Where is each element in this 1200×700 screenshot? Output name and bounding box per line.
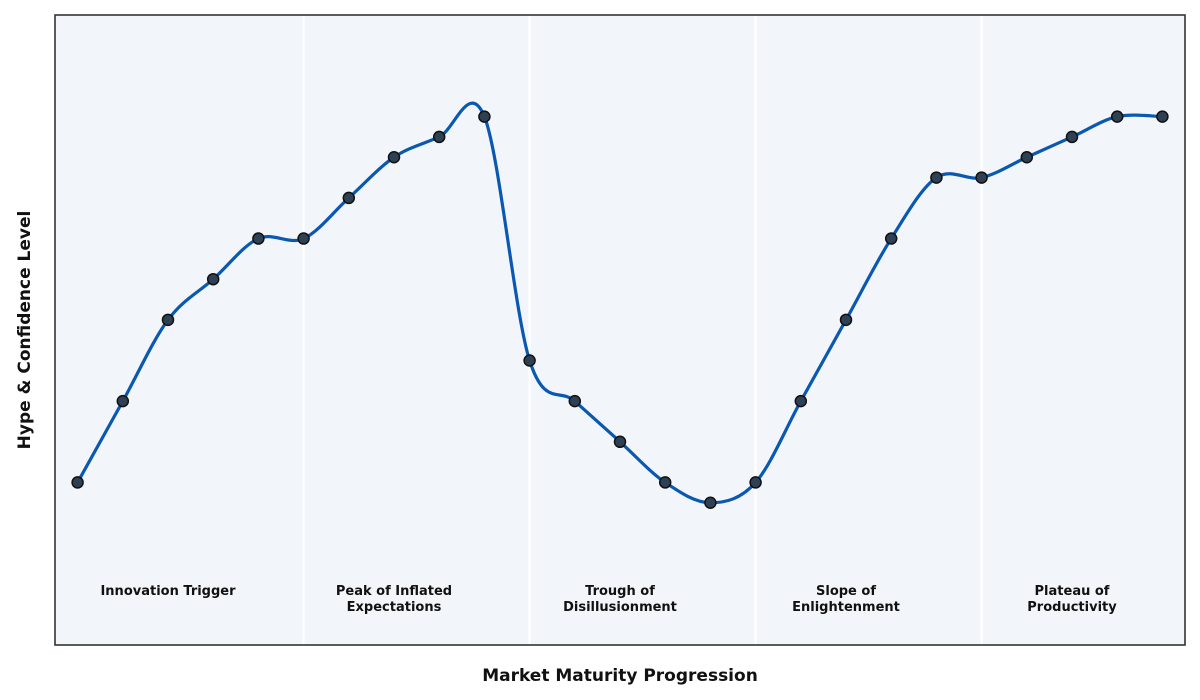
data-point-6 bbox=[297, 232, 310, 245]
data-point-5 bbox=[252, 232, 265, 245]
data-point-14 bbox=[658, 476, 672, 489]
phase-label-5: Plateau of Productivity bbox=[1027, 584, 1117, 615]
data-point-7 bbox=[342, 191, 356, 205]
data-point-11 bbox=[523, 354, 536, 367]
data-point-8 bbox=[387, 151, 401, 164]
data-point-25 bbox=[1156, 110, 1169, 123]
data-point-17 bbox=[794, 394, 808, 408]
y-axis-label: Hype & Confidence Level bbox=[15, 211, 35, 450]
data-point-12 bbox=[568, 394, 582, 408]
data-point-20 bbox=[930, 171, 943, 184]
phase-label-2: Peak of Inflated Expectations bbox=[336, 584, 452, 615]
phase-dividers bbox=[302, 15, 983, 645]
data-point-16 bbox=[749, 476, 762, 489]
data-markers bbox=[71, 110, 1169, 509]
phase-labels: Innovation Trigger Peak of Inflated Expect… bbox=[100, 584, 1117, 615]
data-point-18 bbox=[839, 313, 853, 327]
x-axis-label: Market Maturity Progression bbox=[482, 666, 758, 686]
plot-frame bbox=[54, 14, 1186, 646]
data-point-2 bbox=[116, 394, 130, 408]
data-point-3 bbox=[161, 313, 175, 327]
data-point-4 bbox=[206, 272, 220, 286]
data-point-10 bbox=[478, 110, 491, 123]
data-point-9 bbox=[432, 130, 446, 144]
data-point-23 bbox=[1065, 130, 1079, 144]
phase-label-4: Slope of Enlightenment bbox=[792, 584, 900, 615]
data-point-15 bbox=[704, 496, 717, 509]
data-point-1 bbox=[71, 476, 84, 489]
plot-background bbox=[55, 15, 1185, 645]
phase-label-1: Innovation Trigger bbox=[100, 584, 236, 599]
data-point-22 bbox=[1020, 151, 1034, 164]
data-point-24 bbox=[1110, 110, 1124, 123]
data-point-19 bbox=[884, 232, 898, 245]
data-point-21 bbox=[975, 171, 988, 184]
data-point-13 bbox=[613, 435, 627, 449]
phase-label-3: Trough of Disillusionment bbox=[563, 584, 677, 615]
